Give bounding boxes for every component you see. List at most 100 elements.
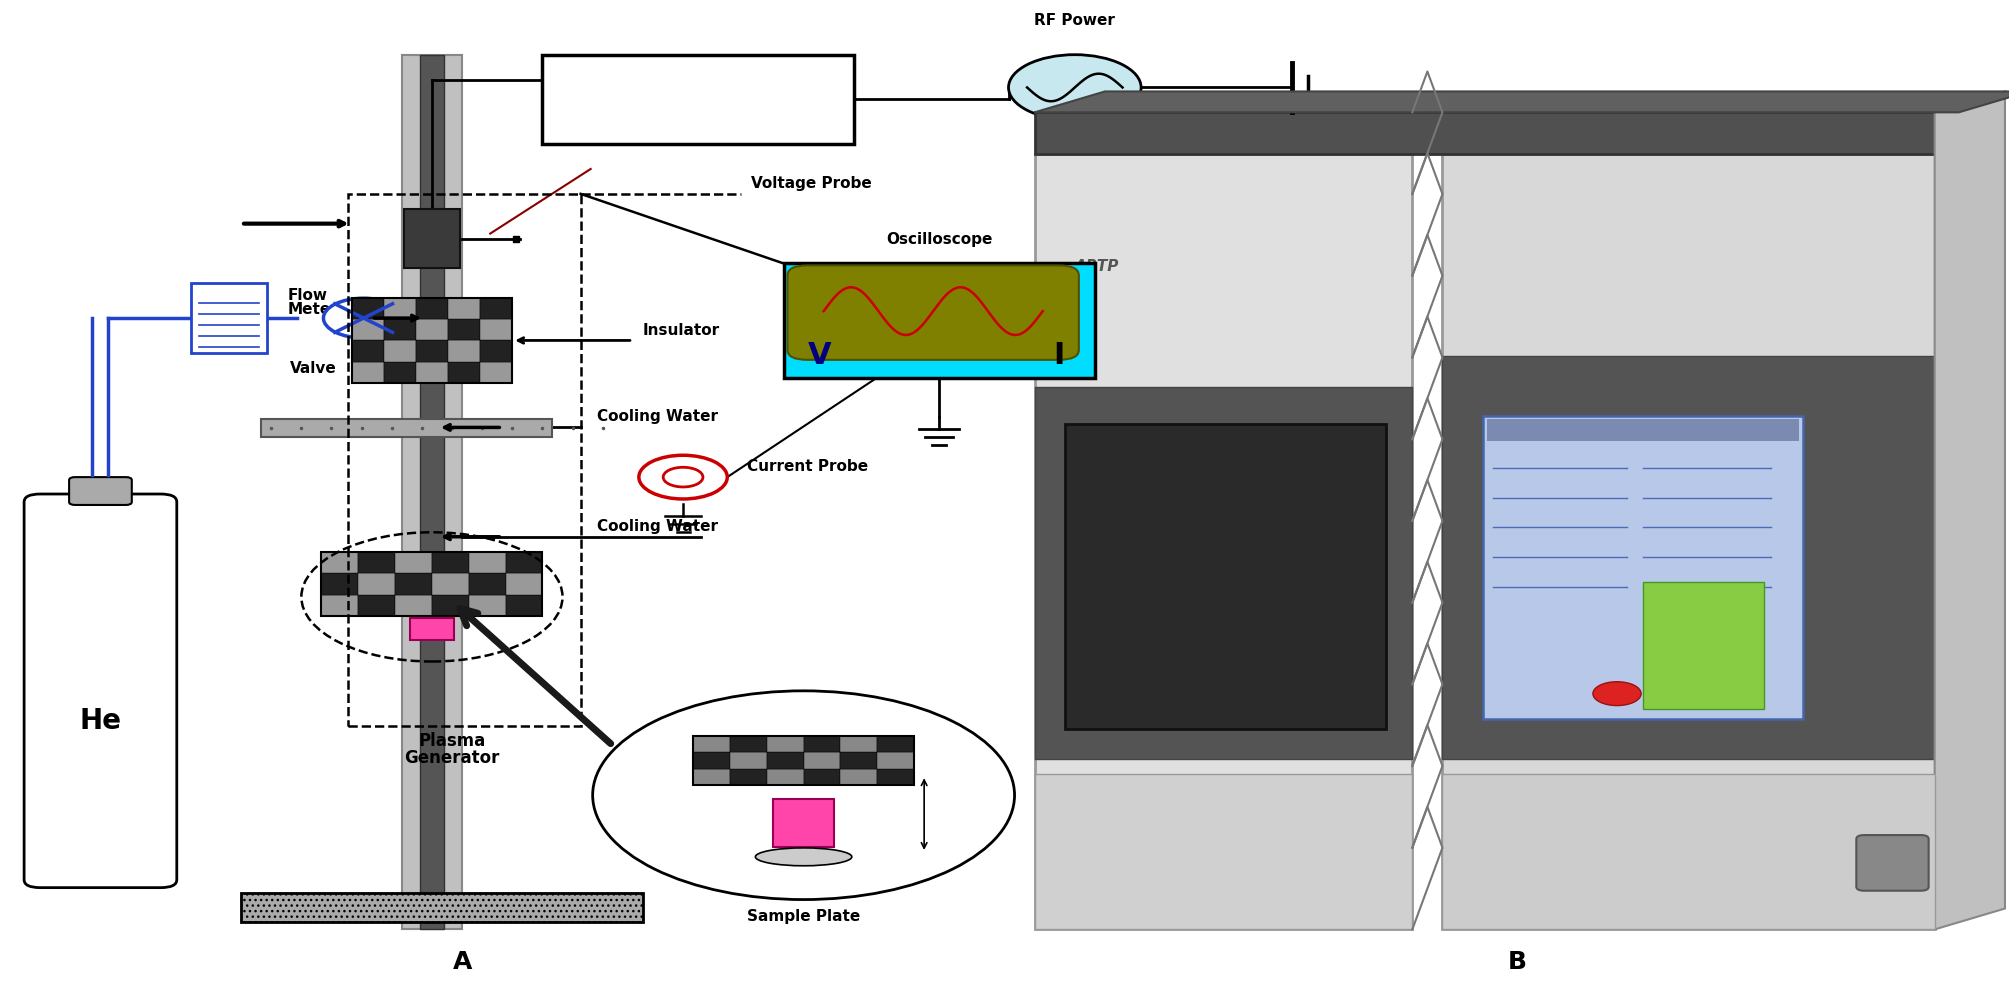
Circle shape (663, 467, 703, 487)
FancyBboxPatch shape (420, 55, 444, 929)
Bar (396, 552, 432, 574)
Bar (468, 552, 506, 574)
FancyBboxPatch shape (1643, 581, 1764, 709)
Text: RF Power: RF Power (1035, 13, 1115, 28)
FancyBboxPatch shape (1035, 112, 1959, 154)
Polygon shape (1935, 91, 2005, 929)
Bar (352, 319, 384, 340)
FancyBboxPatch shape (1442, 154, 1935, 929)
Text: Matching: Matching (657, 77, 739, 91)
Text: Flow: Flow (287, 288, 327, 303)
Bar (384, 319, 416, 340)
Bar (432, 552, 468, 574)
Bar (804, 752, 840, 768)
Bar (321, 574, 358, 594)
Bar (384, 340, 416, 362)
FancyBboxPatch shape (404, 209, 460, 268)
Bar (729, 752, 767, 768)
Bar (804, 768, 840, 785)
Text: Cooling Water: Cooling Water (597, 410, 717, 424)
Bar (358, 574, 396, 594)
Bar (432, 574, 468, 594)
Bar (396, 594, 432, 616)
Text: D=2 mm: D=2 mm (936, 797, 996, 810)
Bar (416, 298, 448, 319)
Bar (767, 736, 804, 752)
Bar (767, 752, 804, 768)
Circle shape (639, 455, 727, 499)
Bar (448, 319, 480, 340)
Bar (506, 552, 542, 574)
FancyBboxPatch shape (402, 55, 462, 929)
Text: Cooling Water: Cooling Water (597, 519, 717, 534)
Text: Oscilloscope: Oscilloscope (886, 232, 992, 247)
Text: Voltage Probe: Voltage Probe (751, 176, 872, 191)
Bar (693, 752, 729, 768)
FancyBboxPatch shape (1483, 416, 1802, 719)
FancyBboxPatch shape (191, 283, 267, 353)
Polygon shape (1035, 91, 2009, 112)
Text: Meter: Meter (287, 302, 338, 317)
Text: A: A (452, 950, 472, 974)
Bar (448, 362, 480, 383)
Bar (352, 298, 384, 319)
Text: Generator: Generator (404, 749, 500, 767)
Ellipse shape (755, 848, 852, 866)
Bar (448, 298, 480, 319)
FancyBboxPatch shape (241, 893, 643, 922)
FancyBboxPatch shape (1856, 835, 1929, 891)
Bar (878, 752, 914, 768)
Text: Insulator: Insulator (643, 323, 719, 339)
Text: Network: Network (659, 107, 737, 122)
Bar (506, 594, 542, 616)
Bar (878, 768, 914, 785)
Bar (468, 594, 506, 616)
Bar (840, 768, 878, 785)
Bar (352, 362, 384, 383)
Circle shape (1009, 55, 1141, 120)
FancyBboxPatch shape (542, 55, 854, 144)
Bar (767, 768, 804, 785)
Bar (480, 319, 512, 340)
Bar (416, 362, 448, 383)
Text: V: V (808, 341, 832, 370)
Bar (729, 768, 767, 785)
Text: ARTP: ARTP (1075, 259, 1119, 274)
FancyBboxPatch shape (1035, 154, 1412, 929)
Bar (729, 736, 767, 752)
FancyBboxPatch shape (1035, 387, 1412, 758)
FancyBboxPatch shape (784, 263, 1095, 378)
Bar (352, 340, 384, 362)
Bar (506, 574, 542, 594)
Bar (321, 594, 358, 616)
Text: He: He (80, 707, 121, 735)
Text: Sample Plate: Sample Plate (747, 910, 860, 924)
Bar (432, 594, 468, 616)
Bar (448, 340, 480, 362)
FancyBboxPatch shape (788, 265, 1079, 360)
Bar (878, 736, 914, 752)
FancyBboxPatch shape (261, 419, 552, 437)
Bar (693, 768, 729, 785)
Bar (416, 319, 448, 340)
Bar (840, 752, 878, 768)
Bar (416, 340, 448, 362)
FancyBboxPatch shape (773, 799, 834, 847)
Bar (358, 552, 396, 574)
Bar (693, 736, 729, 752)
FancyBboxPatch shape (24, 494, 177, 888)
Circle shape (593, 691, 1015, 900)
Circle shape (1593, 682, 1641, 706)
FancyBboxPatch shape (1442, 774, 1935, 929)
Bar (384, 362, 416, 383)
FancyBboxPatch shape (1442, 356, 1935, 758)
Bar (480, 362, 512, 383)
FancyBboxPatch shape (68, 477, 133, 505)
Bar (358, 594, 396, 616)
Bar (804, 736, 840, 752)
Bar (321, 552, 358, 574)
Bar (384, 298, 416, 319)
Bar (396, 574, 432, 594)
FancyBboxPatch shape (1487, 419, 1798, 441)
Bar (480, 298, 512, 319)
